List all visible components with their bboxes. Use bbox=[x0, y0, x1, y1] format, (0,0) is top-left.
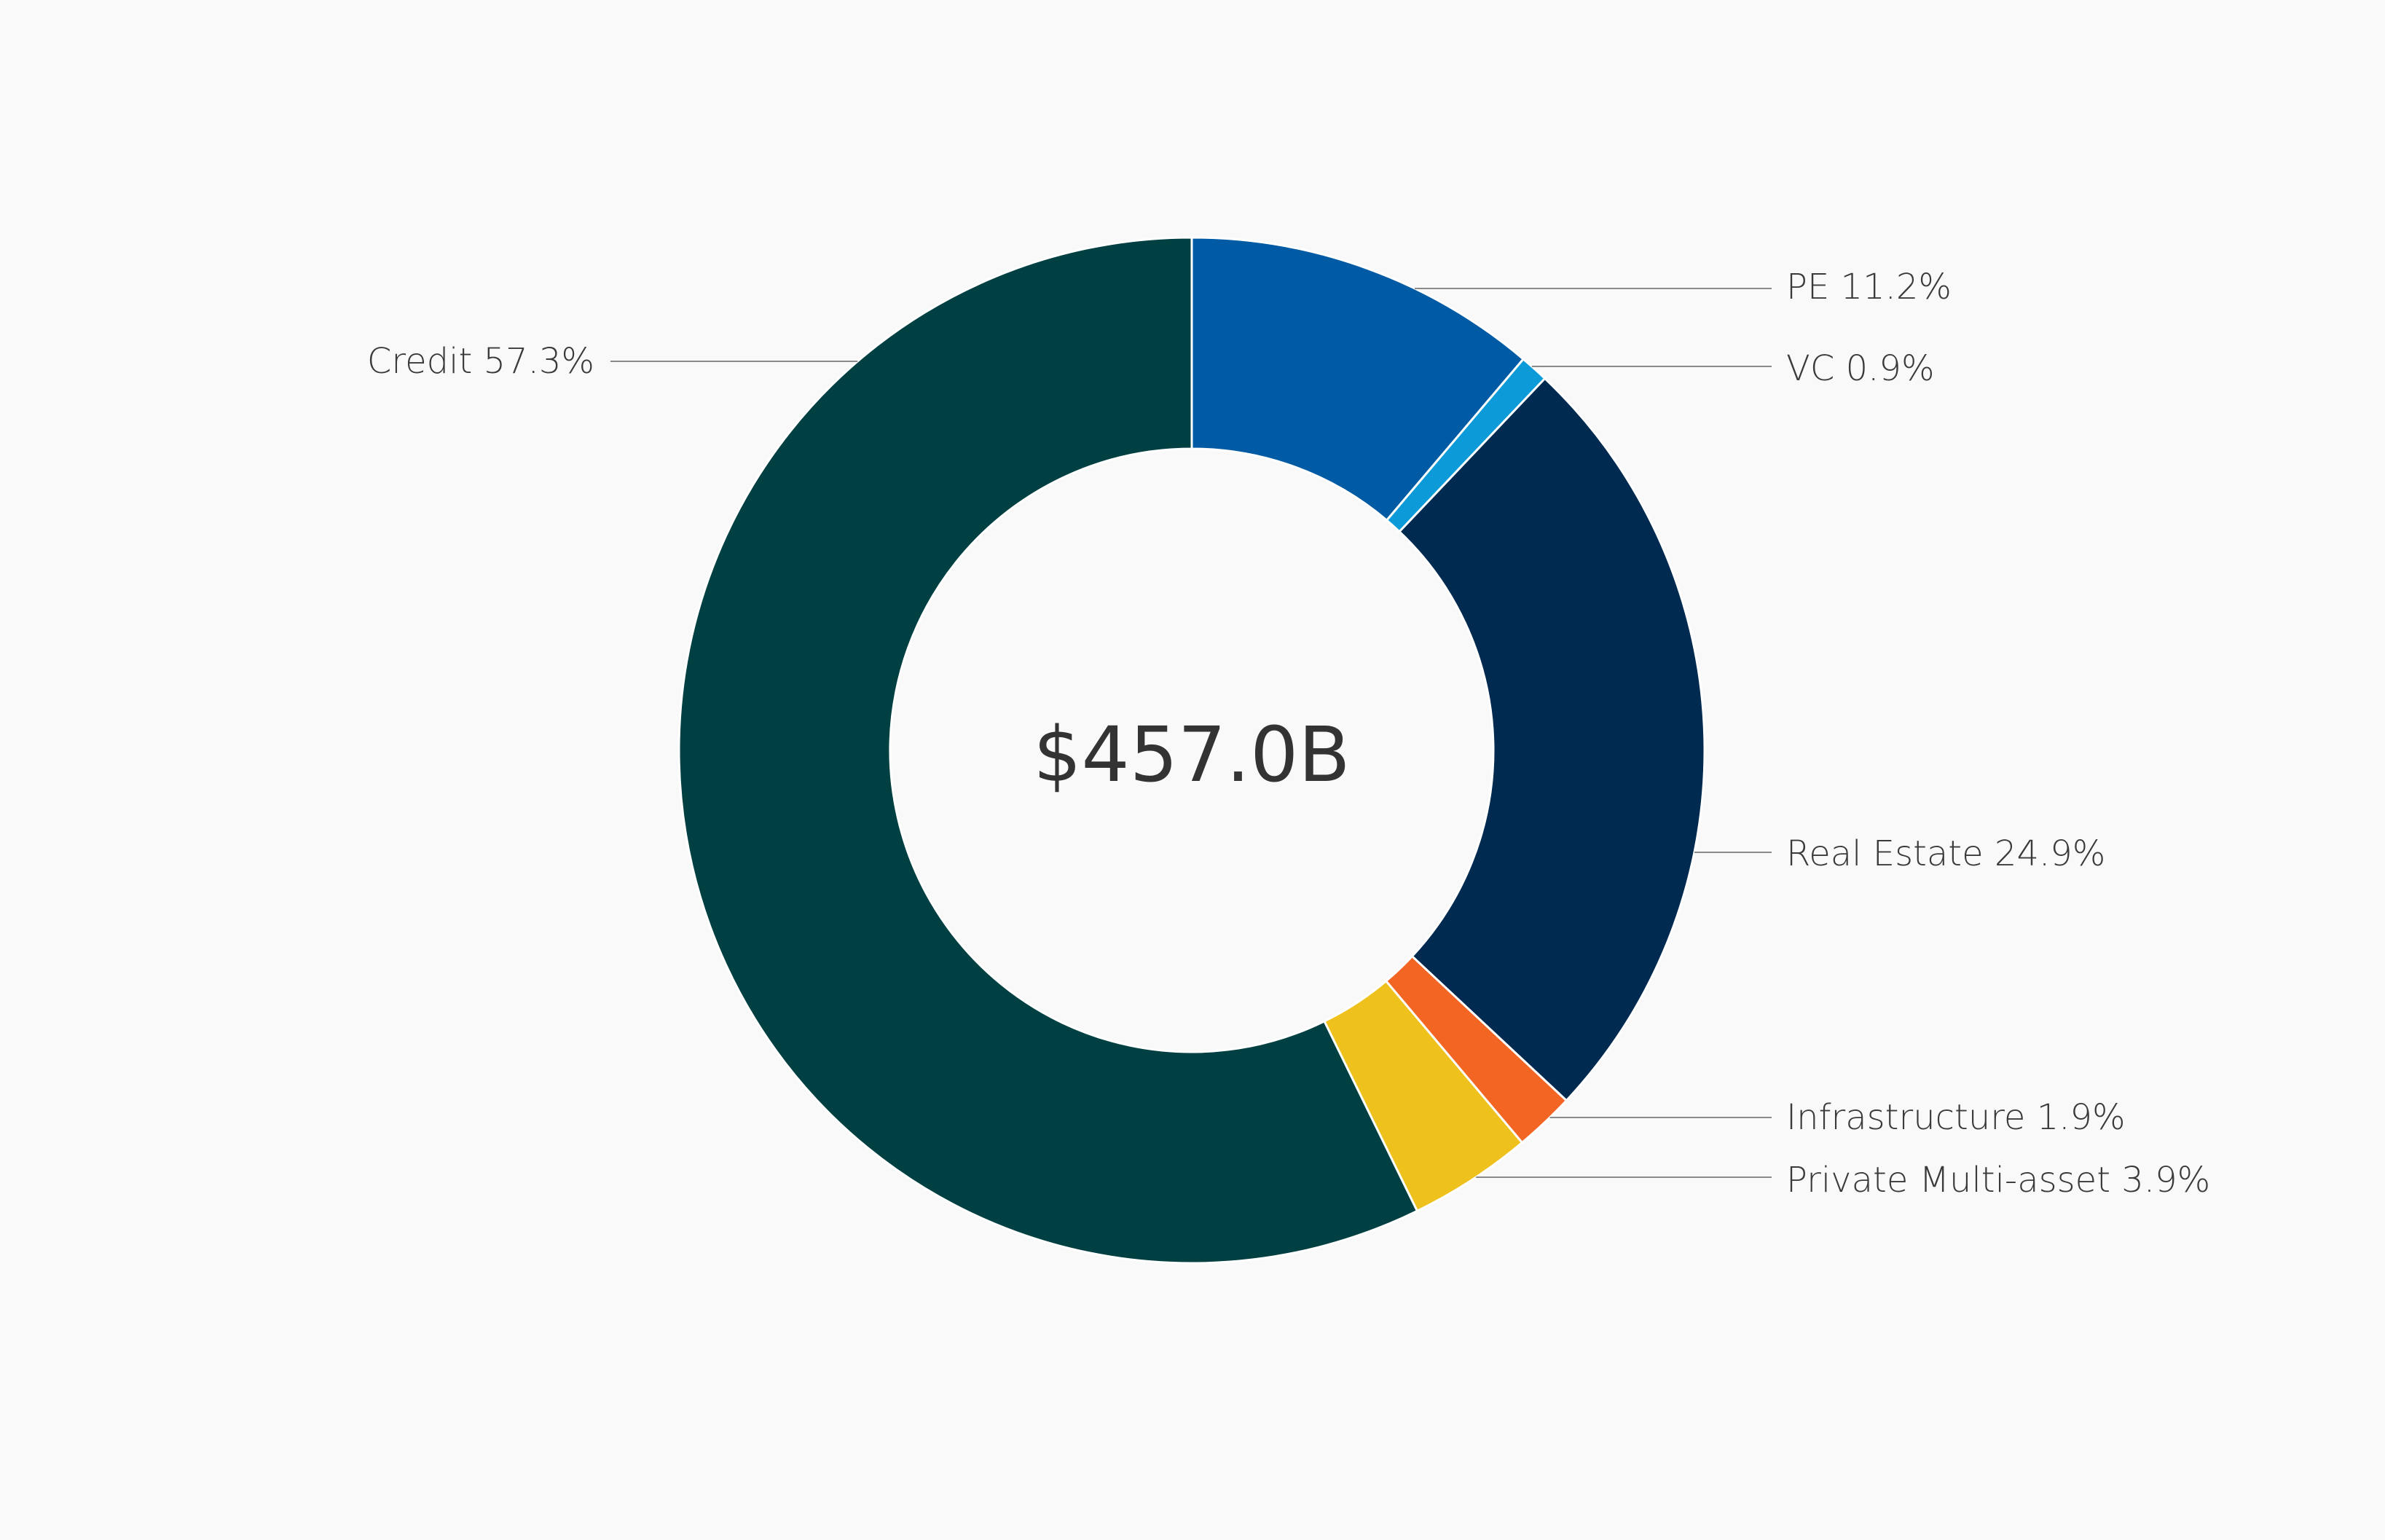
slice-real-estate bbox=[1397, 377, 1706, 1102]
slice-credit bbox=[677, 236, 1419, 1265]
labels-layer: PE 11.2% VC 0.9% Real Estate 24.9% Infra… bbox=[367, 267, 2210, 1201]
label-infrastructure: Infrastructure 1.9% bbox=[1786, 1097, 2126, 1138]
label-vc: VC 0.9% bbox=[1786, 348, 1935, 389]
leader-lines-layer bbox=[610, 288, 1772, 1178]
slice-pe bbox=[1190, 236, 1525, 522]
label-real-estate: Real Estate 24.9% bbox=[1786, 833, 2105, 874]
center-total-label: $457.0B bbox=[1033, 710, 1350, 799]
label-private-multi-asset: Private Multi-asset 3.9% bbox=[1786, 1160, 2210, 1201]
label-pe: PE 11.2% bbox=[1786, 267, 1952, 307]
label-credit: Credit 57.3% bbox=[367, 341, 594, 382]
slices-layer bbox=[677, 236, 1706, 1265]
